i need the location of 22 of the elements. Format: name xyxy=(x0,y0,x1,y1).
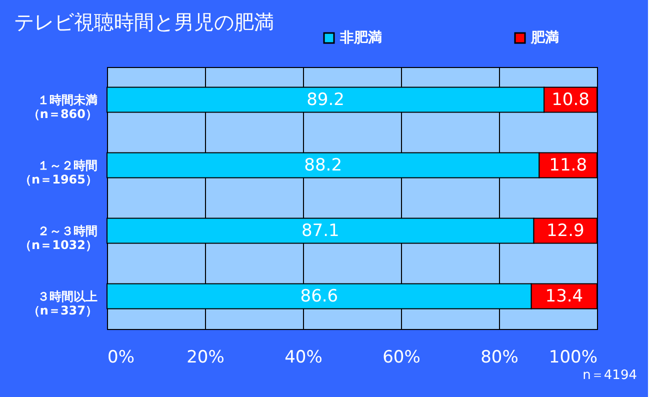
x-tick-label: 20% xyxy=(186,348,224,368)
x-tick-label: 0% xyxy=(108,348,134,368)
x-tick-label: 60% xyxy=(382,348,420,368)
x-tick-label: 40% xyxy=(284,348,322,368)
x-tick-label: 100% xyxy=(548,348,598,368)
data-label: 11.8 xyxy=(549,155,588,176)
x-tick-label: 80% xyxy=(480,348,518,368)
data-label: 89.2 xyxy=(306,90,344,110)
data-label: 87.1 xyxy=(301,220,340,241)
y-tick-label: １時間未満（n＝860） xyxy=(28,92,98,121)
legend-label: 非肥満 xyxy=(339,30,382,46)
data-label: 12.9 xyxy=(546,220,584,241)
data-label: 10.8 xyxy=(552,90,590,110)
data-label: 86.6 xyxy=(300,286,338,306)
data-label: 13.4 xyxy=(545,286,584,306)
chart-title: テレビ視聴時間と男児の肥満 xyxy=(14,10,274,34)
legend-label: 肥満 xyxy=(530,30,559,46)
y-tick-label: １～２時間（n＝1965） xyxy=(20,158,98,186)
y-tick-label: ２～３時間（n＝1032） xyxy=(20,224,98,252)
data-label: 88.2 xyxy=(304,155,342,176)
y-tick-label: ３時間以上（n＝337） xyxy=(28,289,98,318)
text: n＝4194 xyxy=(582,368,637,383)
